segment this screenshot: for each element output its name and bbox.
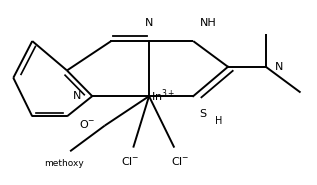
Text: O$^{-}$: O$^{-}$ <box>79 118 95 130</box>
Text: N: N <box>275 62 284 72</box>
Text: Cl$^{-}$: Cl$^{-}$ <box>171 155 190 167</box>
Text: S: S <box>199 109 207 119</box>
Text: In$^{3+}$: In$^{3+}$ <box>151 87 175 104</box>
Text: H: H <box>215 116 223 126</box>
Text: N: N <box>73 91 81 101</box>
Text: Cl$^{-}$: Cl$^{-}$ <box>121 155 139 167</box>
Text: methoxy: methoxy <box>44 159 84 168</box>
Text: NH: NH <box>199 18 216 28</box>
Text: N: N <box>145 18 153 28</box>
